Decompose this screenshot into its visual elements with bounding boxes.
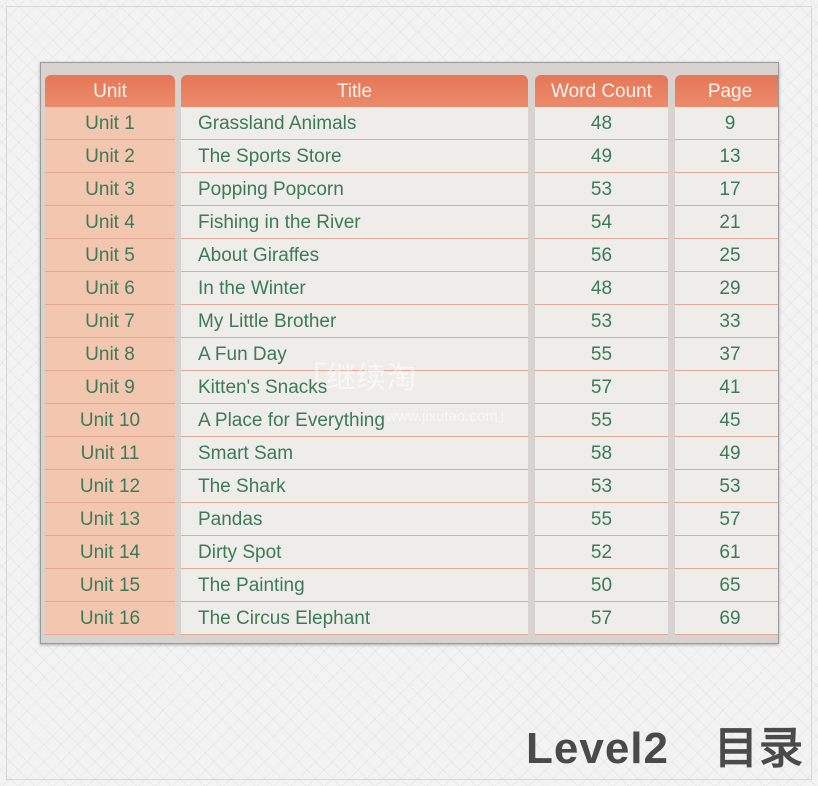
cell-word-count: 55 <box>535 338 668 371</box>
cell-page: 41 <box>675 371 778 404</box>
cell-word-count: 57 <box>535 602 668 635</box>
cell-word-count: 48 <box>535 272 668 305</box>
cell-page: 57 <box>675 503 778 536</box>
cell-unit: Unit 1 <box>45 107 175 140</box>
header-page: Page <box>675 75 778 107</box>
cell-page: 61 <box>675 536 778 569</box>
cell-title: About Giraffes <box>181 239 528 272</box>
cell-page: 9 <box>675 107 778 140</box>
cell-title: Pandas <box>181 503 528 536</box>
cell-page: 21 <box>675 206 778 239</box>
cell-word-count: 57 <box>535 371 668 404</box>
cell-unit: Unit 7 <box>45 305 175 338</box>
cell-page: 13 <box>675 140 778 173</box>
cell-unit: Unit 6 <box>45 272 175 305</box>
cell-unit: Unit 10 <box>45 404 175 437</box>
cell-unit: Unit 5 <box>45 239 175 272</box>
word-count-column: Word Count 48 49 53 54 56 48 53 55 57 55 58 53 55 52 5… <box>535 75 668 643</box>
cell-title: Dirty Spot <box>181 536 528 569</box>
cell-title: Grassland Animals <box>181 107 528 140</box>
cell-unit: Unit 14 <box>45 536 175 569</box>
cell-word-count: 48 <box>535 107 668 140</box>
cell-page: 69 <box>675 602 778 635</box>
photo-frame <box>6 6 812 780</box>
cell-page: 65 <box>675 569 778 602</box>
cell-title: The Shark <box>181 470 528 503</box>
cell-page: 49 <box>675 437 778 470</box>
cell-unit: Unit 16 <box>45 602 175 635</box>
header-word-count: Word Count <box>535 75 668 107</box>
cell-word-count: 58 <box>535 437 668 470</box>
cell-unit: Unit 11 <box>45 437 175 470</box>
cell-title: Fishing in the River <box>181 206 528 239</box>
cell-unit: Unit 13 <box>45 503 175 536</box>
cell-unit: Unit 9 <box>45 371 175 404</box>
cell-title: The Circus Elephant <box>181 602 528 635</box>
cell-word-count: 53 <box>535 173 668 206</box>
cell-word-count: 50 <box>535 569 668 602</box>
cell-page: 45 <box>675 404 778 437</box>
cell-unit: Unit 2 <box>45 140 175 173</box>
cell-title: A Fun Day <box>181 338 528 371</box>
cell-unit: Unit 15 <box>45 569 175 602</box>
header-title: Title <box>181 75 528 107</box>
page-column: Page 9 13 17 21 25 29 33 37 41 45 49 53 57 61 65 69 <box>675 75 778 643</box>
caption: Level2 目录 <box>526 724 804 773</box>
cell-word-count: 53 <box>535 470 668 503</box>
cell-word-count: 52 <box>535 536 668 569</box>
cell-title: In the Winter <box>181 272 528 305</box>
cell-page: 25 <box>675 239 778 272</box>
cell-title: A Place for Everything <box>181 404 528 437</box>
cell-word-count: 55 <box>535 404 668 437</box>
cell-page: 29 <box>675 272 778 305</box>
cell-title: Popping Popcorn <box>181 173 528 206</box>
cell-word-count: 54 <box>535 206 668 239</box>
cell-unit: Unit 4 <box>45 206 175 239</box>
cell-page: 37 <box>675 338 778 371</box>
table-of-contents-photo: Unit Unit 1 Unit 2 Unit 3 Unit 4 Unit 5 Unit … <box>40 62 779 644</box>
cell-title: My Little Brother <box>181 305 528 338</box>
unit-column: Unit Unit 1 Unit 2 Unit 3 Unit 4 Unit 5 Unit … <box>45 75 175 643</box>
cell-title: The Sports Store <box>181 140 528 173</box>
cell-title: Smart Sam <box>181 437 528 470</box>
cell-unit: Unit 12 <box>45 470 175 503</box>
cell-word-count: 56 <box>535 239 668 272</box>
cell-page: 17 <box>675 173 778 206</box>
header-unit: Unit <box>45 75 175 107</box>
cell-page: 33 <box>675 305 778 338</box>
cell-page: 53 <box>675 470 778 503</box>
title-column: Title Grassland Animals The Sports Store P… <box>181 75 528 643</box>
cell-word-count: 55 <box>535 503 668 536</box>
cell-word-count: 53 <box>535 305 668 338</box>
cell-unit: Unit 8 <box>45 338 175 371</box>
cell-unit: Unit 3 <box>45 173 175 206</box>
cell-word-count: 49 <box>535 140 668 173</box>
cell-title: Kitten's Snacks <box>181 371 528 404</box>
cell-title: The Painting <box>181 569 528 602</box>
